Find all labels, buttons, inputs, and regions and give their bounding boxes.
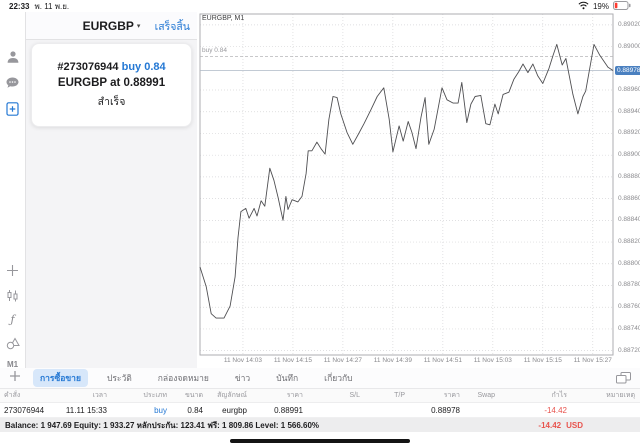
tab-history[interactable]: ประวัติ xyxy=(106,373,132,383)
trade-panel: EURGBP ▾ เสร็จสิ้น #273076944 buy 0.84 E… xyxy=(26,12,197,368)
y-axis-label: 0.88840 xyxy=(618,216,640,224)
window-layout-icon[interactable] xyxy=(616,372,631,390)
y-axis-label: 0.88960 xyxy=(618,86,640,94)
col-comment: หมายเหตุ xyxy=(606,392,635,399)
indicators-icon[interactable]: ƒ xyxy=(10,313,15,326)
price-line-series xyxy=(199,43,614,319)
order-result-popup: #273076944 buy 0.84 EURGBP at 0.88991 สำ… xyxy=(31,43,192,127)
x-axis-label: 11 Nov 15:27 xyxy=(573,357,612,364)
position-swap xyxy=(453,403,495,417)
done-button[interactable]: เสร็จสิ้น xyxy=(154,20,190,33)
tab-news[interactable]: ข่าว xyxy=(234,373,251,383)
popup-order-line: #273076944 buy 0.84 xyxy=(57,61,165,73)
chart-type-icon[interactable] xyxy=(0,289,25,302)
current-price-badge: 0.88978 xyxy=(615,65,640,75)
col-profit: กำไร xyxy=(551,392,567,399)
clock: 22:33 xyxy=(9,1,30,11)
y-axis-label: 0.88900 xyxy=(618,151,640,159)
col-order: คำสั่ง xyxy=(4,392,21,399)
col-open-price: ราคา xyxy=(286,392,303,399)
home-indicator[interactable] xyxy=(230,439,410,443)
account-icon[interactable] xyxy=(0,50,25,64)
tab-journal[interactable]: บันทึก xyxy=(276,373,299,383)
col-tp: T/P xyxy=(394,392,405,399)
wifi-icon xyxy=(578,1,589,12)
tab-mailbox[interactable]: กล่องจดหมาย xyxy=(157,373,209,383)
col-sl: S/L xyxy=(349,392,360,399)
y-axis-label: 0.88920 xyxy=(618,129,640,137)
tab-about[interactable]: เกี่ยวกับ xyxy=(324,373,353,383)
chat-icon[interactable] xyxy=(0,77,25,89)
account-summary: Balance: 1 947.69 Equity: 1 933.27 หลักป… xyxy=(5,420,320,430)
objects-icon[interactable] xyxy=(0,337,25,350)
floating-profit: -14.42 USD xyxy=(538,420,583,430)
x-axis-label: 11 Nov 15:03 xyxy=(473,357,512,364)
popup-status: สำเร็จ xyxy=(97,95,126,108)
timeframe-button[interactable]: M1 xyxy=(6,360,19,369)
status-date: พ. 11 พ.ย. xyxy=(34,1,70,11)
bottom-tab-bar: การซื้อขาย ประวัติ กล่องจดหมาย ข่าว บันท… xyxy=(0,368,640,389)
y-axis-label: 0.88880 xyxy=(618,172,640,180)
position-profit: -14.42 xyxy=(544,405,567,415)
col-time: เวลา xyxy=(92,392,107,399)
order-action: buy 0.84 xyxy=(121,60,166,73)
y-axis-label: 0.88820 xyxy=(618,238,640,246)
col-volume: ขนาด xyxy=(184,392,203,399)
y-axis-label: 0.88800 xyxy=(618,259,640,267)
col-type: ประเภท xyxy=(143,392,167,399)
price-chart-canvas[interactable] xyxy=(197,12,640,368)
position-symbol: eurgbp xyxy=(222,405,247,415)
symbol-selector[interactable]: EURGBP ▾ xyxy=(82,19,141,33)
battery-icon xyxy=(613,0,631,12)
position-open-price: 0.88991 xyxy=(274,405,303,415)
tab-trade[interactable]: การซื้อขาย xyxy=(33,369,88,387)
crosshair-icon[interactable] xyxy=(0,264,25,277)
trade-panel-header: EURGBP ▾ เสร็จสิ้น xyxy=(26,12,197,40)
y-axis-label: 0.88860 xyxy=(618,194,640,202)
price-chart[interactable]: EURGBP, M1 buy 0.84 0.88978 0.89020 0.890… xyxy=(197,12,640,368)
position-type: buy xyxy=(154,405,167,415)
chart-symbol-label: EURGBP, M1 xyxy=(202,15,245,22)
chart-toolbar: ƒ M1 xyxy=(0,12,26,369)
x-axis-label: 11 Nov 14:51 xyxy=(423,357,462,364)
order-number: #273076944 xyxy=(57,60,119,73)
col-symbol: สัญลักษณ์ xyxy=(217,392,247,399)
buy-position-label: buy 0.84 xyxy=(202,47,227,55)
position-sl xyxy=(318,403,360,417)
x-axis-label: 11 Nov 14:03 xyxy=(223,357,263,364)
y-axis-label: 0.88720 xyxy=(618,346,640,354)
account-summary-bar: Balance: 1 947.69 Equity: 1 933.27 หลักป… xyxy=(0,418,640,432)
new-order-icon[interactable] xyxy=(0,102,25,116)
y-axis-label: 0.88940 xyxy=(618,107,640,115)
battery-percent: 19% xyxy=(592,1,609,11)
y-axis-label: 0.89020 xyxy=(618,20,640,28)
add-tab-icon[interactable] xyxy=(9,369,21,387)
popup-detail: EURGBP at 0.88991 xyxy=(57,76,166,89)
position-comment xyxy=(577,403,635,417)
y-axis-label: 0.88740 xyxy=(618,324,640,332)
position-row[interactable]: 273076944 11.11 15:33 buy 0.84 eurgbp 0.… xyxy=(0,403,640,418)
col-price: ราคา xyxy=(443,392,460,399)
positions-table-header: คำสั่ง เวลา ประเภท ขนาด สัญลักษณ์ ราคา S… xyxy=(0,389,640,403)
chevron-down-icon: ▾ xyxy=(136,23,141,30)
position-tp xyxy=(363,403,405,417)
y-axis-label: 0.88760 xyxy=(618,303,640,311)
x-axis-label: 11 Nov 14:39 xyxy=(373,357,412,364)
x-axis-label: 11 Nov 14:15 xyxy=(273,357,313,364)
col-swap: Swap xyxy=(477,392,495,399)
plot-border xyxy=(199,13,614,356)
y-axis-label: 0.88780 xyxy=(618,281,640,289)
x-axis-label: 11 Nov 15:15 xyxy=(523,357,562,364)
x-axis-label: 11 Nov 14:27 xyxy=(323,357,362,364)
y-axis-label: 0.89000 xyxy=(618,42,640,50)
position-time: 11.11 15:33 xyxy=(65,405,107,415)
status-bar: 22:33 พ. 11 พ.ย. 19% xyxy=(0,0,640,12)
position-order: 273076944 xyxy=(4,405,45,415)
position-price: 0.88978 xyxy=(431,405,460,415)
position-volume: 0.84 xyxy=(187,405,203,415)
